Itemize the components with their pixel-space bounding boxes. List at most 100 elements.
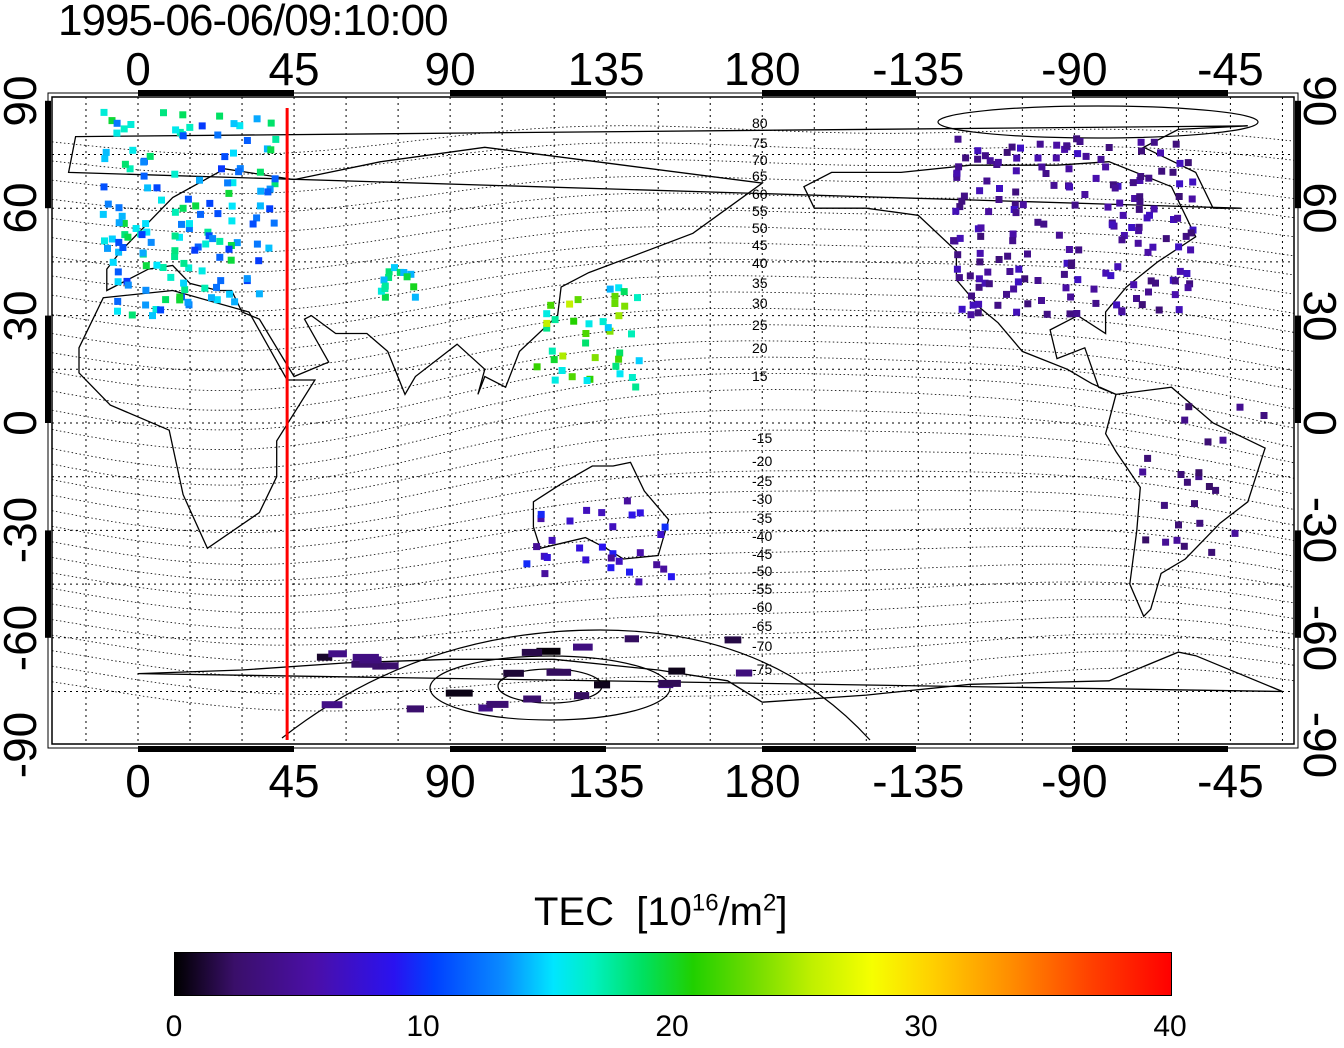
tec-observation <box>1135 227 1143 235</box>
tec-observation <box>124 281 132 289</box>
tec-observation <box>149 312 156 320</box>
tec-observation <box>243 275 251 283</box>
tec-observation <box>551 316 559 324</box>
tec-observation <box>230 120 238 128</box>
contour-label: -75 <box>752 661 772 677</box>
tec-observation <box>611 292 619 300</box>
tec-observation <box>352 653 379 661</box>
contour-line <box>51 650 1295 695</box>
tec-observation <box>160 109 167 117</box>
tec-observation <box>616 349 624 357</box>
tec-observation <box>270 219 278 227</box>
tec-observation <box>1131 195 1139 202</box>
tec-observation <box>956 203 964 211</box>
south-america-coastline <box>1104 386 1266 618</box>
tec-observation <box>225 245 233 253</box>
tec-observation <box>636 509 644 517</box>
tec-observation <box>1008 143 1016 151</box>
bottom-lon-tick-label: 135 <box>567 755 645 807</box>
tec-observation <box>953 169 961 177</box>
tec-observation <box>606 285 614 293</box>
tec-observation <box>255 290 263 298</box>
tec-observation <box>198 267 206 275</box>
contour-label: -65 <box>752 618 772 634</box>
tec-observation <box>104 200 112 208</box>
tec-observation <box>253 115 261 123</box>
tec-observation <box>620 288 628 296</box>
contour-line <box>51 450 1295 518</box>
tec-observation <box>272 135 280 143</box>
tec-observation <box>1137 138 1145 146</box>
tec-observation <box>583 377 591 384</box>
tec-observation <box>1060 270 1068 278</box>
colorbar-quantity: TEC <box>534 890 614 934</box>
tec-observation <box>142 286 150 294</box>
tec-observation <box>152 306 160 313</box>
tec-observation <box>171 208 179 216</box>
tec-observation <box>1034 154 1042 162</box>
contour-line <box>51 192 1295 234</box>
tec-observation <box>316 653 333 661</box>
tec-observation <box>574 692 590 700</box>
tec-observation <box>546 668 572 676</box>
contour-line <box>51 616 1295 662</box>
colorbar-title: TEC [1016/m2] <box>534 890 787 935</box>
tec-observation <box>543 324 551 332</box>
tec-observation <box>1012 209 1020 217</box>
tec-observation <box>1129 179 1137 187</box>
tec-observation <box>202 240 210 248</box>
colorbar-tick-label: 30 <box>904 1010 938 1043</box>
top-axis-bar <box>762 90 916 96</box>
map-title: 1995-06-06/09:10:00 <box>58 0 449 45</box>
tec-observation <box>445 689 473 697</box>
tec-observation <box>115 238 123 246</box>
tec-observation <box>271 180 279 188</box>
left-axis-bar <box>45 315 51 423</box>
tec-observation <box>1191 500 1198 508</box>
tec-observation <box>1004 252 1012 260</box>
tec-observation <box>179 204 187 212</box>
tec-observation <box>1063 259 1071 267</box>
tec-observation <box>623 497 631 505</box>
tec-observation <box>1067 293 1075 301</box>
tec-observation <box>969 301 977 309</box>
tec-observation <box>142 301 150 309</box>
tec-observation <box>660 565 668 573</box>
tec-observation <box>1014 278 1022 286</box>
tec-observation <box>144 184 152 192</box>
tec-observation <box>1013 154 1021 162</box>
tec-observation <box>162 296 170 304</box>
tec-observations <box>99 108 1268 713</box>
tec-observation <box>1024 250 1031 258</box>
tec-observation <box>1053 141 1061 149</box>
top-axis-bar <box>1072 90 1228 96</box>
tec-observation <box>609 550 617 558</box>
contour-label: -50 <box>752 563 772 579</box>
tec-observation <box>668 667 686 675</box>
tec-observation <box>184 195 192 203</box>
tec-observation <box>158 196 165 204</box>
tec-observation <box>1175 243 1183 251</box>
contour-label: 20 <box>752 340 768 356</box>
bottom-lon-tick-label: 90 <box>424 755 476 807</box>
tec-observation <box>1187 246 1195 254</box>
tec-observation <box>1015 265 1023 273</box>
tec-observation <box>1021 275 1029 283</box>
contour-label: -35 <box>752 510 772 526</box>
tec-observation <box>228 217 236 225</box>
tec-observation <box>985 208 993 216</box>
tec-observation <box>213 296 221 304</box>
tec-observation <box>1172 140 1180 148</box>
tec-observation <box>109 258 117 266</box>
contour-label: 45 <box>752 237 768 253</box>
tec-observation <box>256 168 264 176</box>
contour-label: 80 <box>752 115 768 131</box>
tec-observation <box>523 560 531 568</box>
left-axis-bar <box>45 530 51 638</box>
tec-observation <box>953 173 961 181</box>
tec-observation <box>1111 184 1119 192</box>
tec-observation <box>153 261 161 269</box>
top-lon-tick-label: -45 <box>1197 43 1264 95</box>
tec-observation <box>1162 235 1170 243</box>
tec-observation <box>1133 295 1140 302</box>
